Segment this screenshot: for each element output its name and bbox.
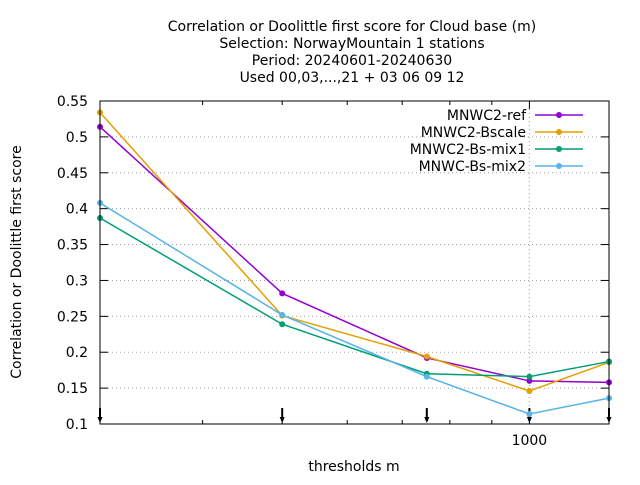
series-line bbox=[99, 217, 610, 378]
x-axis-ticks: 1000 bbox=[97, 101, 612, 449]
legend-label: MNWC-Bs-mix2 bbox=[419, 159, 526, 175]
legend-swatch-point bbox=[556, 129, 562, 135]
legend-label: MNWC2-Bscale bbox=[421, 125, 526, 141]
series-line bbox=[99, 202, 610, 415]
series-2 bbox=[97, 214, 612, 380]
title-line: Correlation or Doolittle first score for… bbox=[168, 19, 536, 35]
legend: MNWC2-refMNWC2-BscaleMNWC2-Bs-mix1MNWC-B… bbox=[410, 108, 583, 175]
data-point bbox=[279, 290, 286, 297]
data-point bbox=[279, 321, 286, 328]
y-tick-label: 0.5 bbox=[66, 130, 88, 146]
y-tick-label: 0.2 bbox=[66, 345, 88, 361]
legend-label: MNWC2-Bs-mix1 bbox=[410, 142, 526, 158]
y-tick-label: 0.25 bbox=[57, 309, 88, 325]
series-3 bbox=[97, 199, 612, 417]
legend-label: MNWC2-ref bbox=[447, 108, 527, 124]
grid bbox=[100, 101, 609, 424]
y-axis-label: Correlation or Doolittle first score bbox=[9, 145, 25, 378]
legend-swatch-point bbox=[556, 163, 562, 169]
x-tick-label: 1000 bbox=[512, 433, 548, 449]
series-line bbox=[99, 126, 610, 384]
data-point bbox=[279, 311, 286, 318]
title-line: Period: 20240601-20240630 bbox=[252, 53, 452, 69]
y-tick-label: 0.35 bbox=[57, 238, 88, 254]
y-axis-ticks: 0.1 0.15 0.2 0.25 0.3 0.35 0.4 0.45 0.5 0.55 bbox=[57, 94, 609, 433]
legend-swatch-point bbox=[556, 112, 562, 118]
x-axis-label: thresholds m bbox=[308, 459, 399, 475]
data-point bbox=[423, 373, 430, 380]
series-1 bbox=[97, 109, 612, 394]
y-tick-label: 0.1 bbox=[66, 417, 88, 433]
title-line: Selection: NorwayMountain 1 stations bbox=[219, 36, 484, 52]
data-point bbox=[526, 377, 533, 384]
y-tick-label: 0.3 bbox=[66, 273, 88, 289]
data-point bbox=[526, 387, 533, 394]
threshold-marker-arrowhead bbox=[424, 417, 430, 423]
y-tick-label: 0.45 bbox=[57, 166, 88, 182]
series bbox=[97, 109, 612, 417]
title-line: Used 00,03,...,21 + 03 06 09 12 bbox=[240, 70, 465, 86]
threshold-marker-arrowhead bbox=[279, 417, 285, 423]
data-point bbox=[423, 353, 430, 360]
y-tick-label: 0.4 bbox=[66, 202, 88, 218]
y-tick-label: 0.15 bbox=[57, 381, 88, 397]
data-point bbox=[526, 373, 533, 380]
data-point bbox=[526, 410, 533, 417]
threshold-marker-arrowhead bbox=[526, 417, 532, 423]
y-tick-label: 0.55 bbox=[57, 94, 88, 110]
chart-title: Correlation or Doolittle first score for… bbox=[168, 19, 536, 86]
legend-swatch-point bbox=[556, 146, 562, 152]
plot-border bbox=[99, 100, 610, 425]
